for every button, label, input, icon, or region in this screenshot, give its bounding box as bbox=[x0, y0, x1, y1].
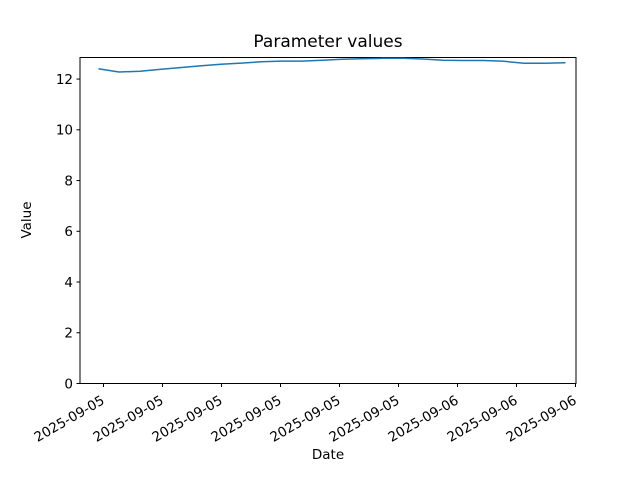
x-axis-label: Date bbox=[311, 447, 345, 463]
data-line-parameter-value bbox=[98, 57, 566, 73]
y-tick-label: 4 bbox=[64, 275, 73, 291]
y-axis-label: Value bbox=[19, 201, 35, 239]
y-tick-label: 8 bbox=[64, 173, 73, 189]
chart-title: Parameter values bbox=[253, 32, 403, 52]
y-tick-label: 0 bbox=[64, 376, 73, 392]
y-tick-label: 2 bbox=[64, 326, 73, 342]
plot-border bbox=[79, 57, 577, 384]
y-tick-label: 6 bbox=[64, 224, 73, 240]
y-tick-label: 10 bbox=[56, 123, 73, 139]
y-tick-label: 12 bbox=[56, 72, 73, 88]
